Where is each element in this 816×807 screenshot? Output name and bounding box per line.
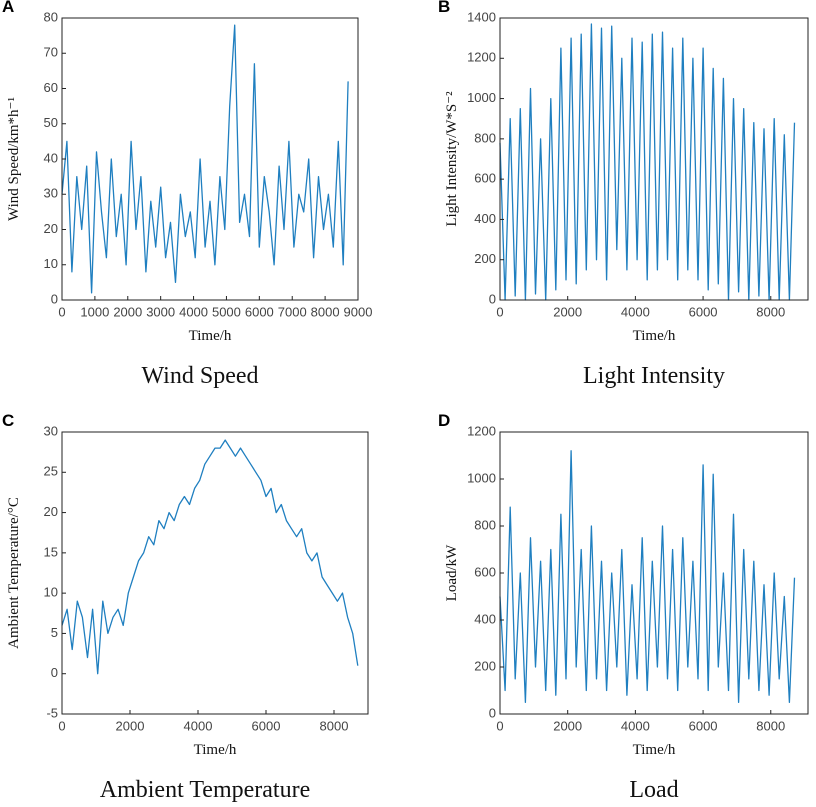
x-tick-label: 6000 xyxy=(245,304,274,319)
y-axis-label: Wind Speed/km*h⁻¹ xyxy=(6,97,22,221)
x-tick-label: 0 xyxy=(58,304,65,319)
y-tick-label: 800 xyxy=(474,517,496,532)
y-tick-label: -5 xyxy=(46,705,58,720)
x-tick-label: 6000 xyxy=(689,304,718,319)
y-axis-label: Light Intensity/W*S⁻² xyxy=(444,91,460,227)
panel-letter: C xyxy=(2,411,14,430)
y-tick-label: 5 xyxy=(51,625,58,640)
y-tick-label: 0 xyxy=(51,291,58,306)
x-axis-label: Time/h xyxy=(194,742,237,758)
y-axis-label: Ambient Temperature/°C xyxy=(6,497,22,649)
y-tick-label: 0 xyxy=(51,665,58,680)
y-tick-label: 600 xyxy=(474,564,496,579)
y-tick-label: 400 xyxy=(474,211,496,226)
axes-box xyxy=(61,431,369,715)
x-tick-label: 5000 xyxy=(212,304,241,319)
y-tick-label: 600 xyxy=(474,171,496,186)
y-tick-label: 1000 xyxy=(467,90,496,105)
data-line xyxy=(61,24,349,294)
x-tick-label: 2000 xyxy=(113,304,142,319)
x-tick-label: 2000 xyxy=(116,718,145,733)
y-tick-label: 50 xyxy=(44,115,58,130)
x-tick-label: 8000 xyxy=(756,718,785,733)
y-tick-label: 200 xyxy=(474,658,496,673)
axes-box xyxy=(499,17,809,301)
data-line xyxy=(499,450,796,703)
x-tick-label: 8000 xyxy=(756,304,785,319)
y-tick-label: 20 xyxy=(44,504,58,519)
x-tick-label: 8000 xyxy=(320,718,349,733)
panel-letter: B xyxy=(438,0,450,16)
y-axis-label: Load/kW xyxy=(444,544,460,601)
x-tick-label: 4000 xyxy=(184,718,213,733)
y-tick-label: 400 xyxy=(474,611,496,626)
panel-letter: D xyxy=(438,411,450,430)
x-tick-label: 0 xyxy=(496,718,503,733)
y-tick-label: 20 xyxy=(44,221,58,236)
x-tick-label: 0 xyxy=(58,718,65,733)
y-tick-label: 30 xyxy=(44,186,58,201)
x-axis-label: Time/h xyxy=(633,328,676,344)
y-tick-label: 0 xyxy=(489,291,496,306)
x-tick-label: 2000 xyxy=(553,304,582,319)
y-tick-label: 15 xyxy=(44,544,58,559)
y-tick-label: 10 xyxy=(44,256,58,271)
y-tick-label: 10 xyxy=(44,585,58,600)
y-tick-label: 60 xyxy=(44,80,58,95)
x-tick-label: 6000 xyxy=(689,718,718,733)
x-tick-label: 4000 xyxy=(621,304,650,319)
y-tick-label: 800 xyxy=(474,130,496,145)
x-tick-label: 4000 xyxy=(179,304,208,319)
caption: Load xyxy=(629,777,678,803)
y-tick-label: 80 xyxy=(44,9,58,24)
y-tick-label: 25 xyxy=(44,464,58,479)
y-tick-label: 30 xyxy=(44,423,58,438)
y-tick-label: 200 xyxy=(474,251,496,266)
x-tick-label: 8000 xyxy=(311,304,340,319)
x-tick-label: 6000 xyxy=(252,718,281,733)
y-tick-label: 1200 xyxy=(467,423,496,438)
y-tick-label: 0 xyxy=(489,705,496,720)
x-axis-label: Time/h xyxy=(633,742,676,758)
y-tick-label: 40 xyxy=(44,150,58,165)
x-tick-label: 7000 xyxy=(278,304,307,319)
y-tick-label: 1200 xyxy=(467,50,496,65)
x-tick-label: 2000 xyxy=(553,718,582,733)
y-tick-label: 1000 xyxy=(467,470,496,485)
x-axis-label: Time/h xyxy=(189,328,232,344)
x-tick-label: 0 xyxy=(496,304,503,319)
x-tick-label: 4000 xyxy=(621,718,650,733)
data-line xyxy=(61,439,359,675)
x-tick-label: 1000 xyxy=(80,304,109,319)
panel-letter: A xyxy=(2,0,14,16)
caption: Light Intensity xyxy=(583,363,725,389)
x-tick-label: 3000 xyxy=(146,304,175,319)
data-line xyxy=(499,23,796,301)
y-tick-label: 70 xyxy=(44,45,58,60)
x-tick-label: 9000 xyxy=(344,304,373,319)
y-tick-label: 1400 xyxy=(467,9,496,24)
caption: Ambient Temperature xyxy=(100,777,310,803)
caption: Wind Speed xyxy=(141,363,258,389)
